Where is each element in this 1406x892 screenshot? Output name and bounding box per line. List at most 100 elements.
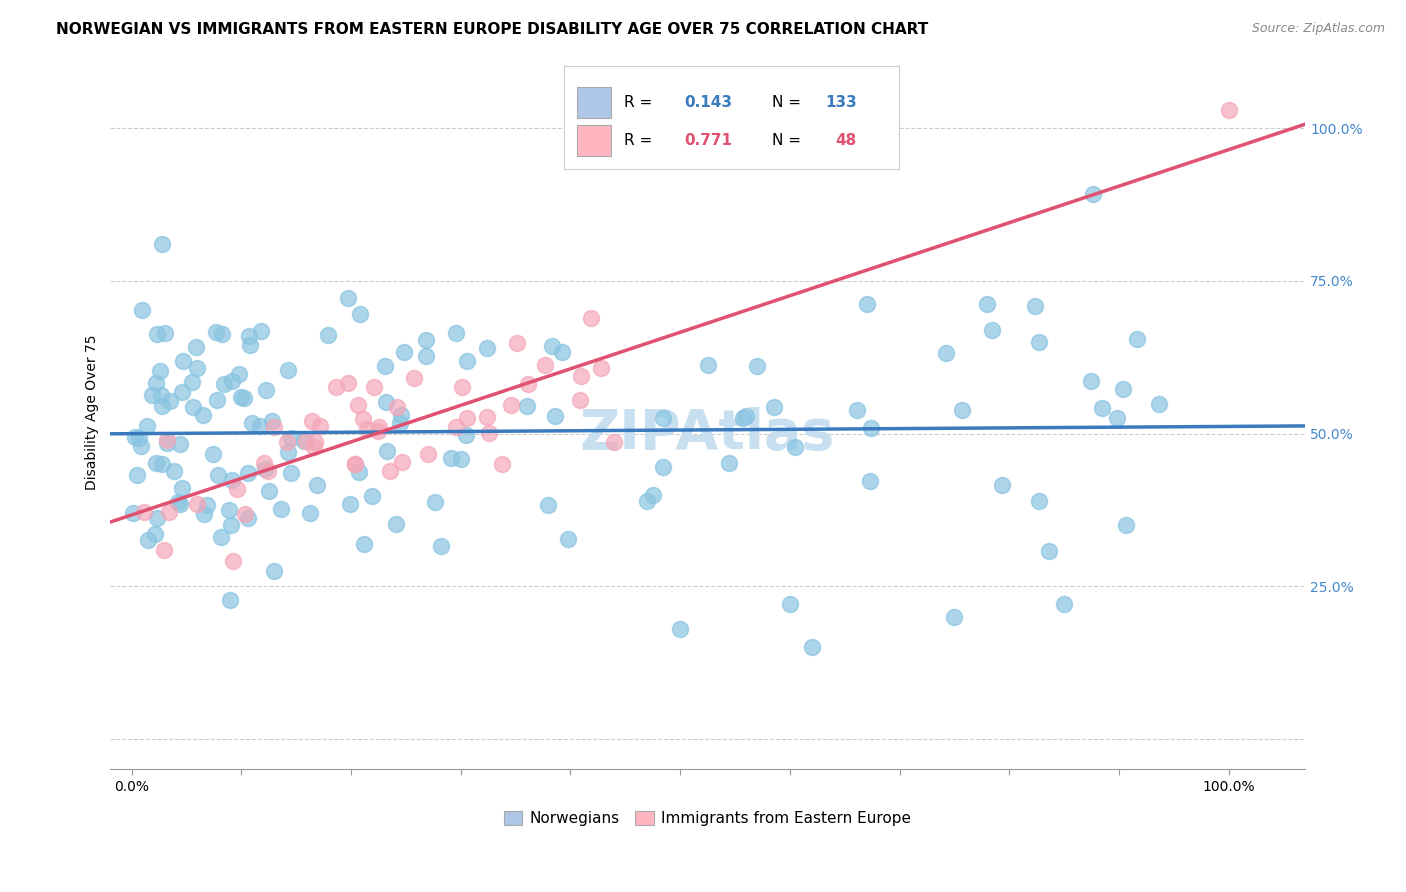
Point — [250, 324, 273, 338]
Point — [304, 434, 326, 449]
Point — [430, 539, 453, 553]
Point — [263, 420, 285, 434]
Point — [652, 410, 675, 425]
Point — [304, 440, 326, 454]
Point — [375, 444, 398, 458]
Point — [308, 419, 330, 434]
Point — [276, 434, 298, 449]
Point — [540, 339, 562, 353]
Point — [446, 326, 468, 340]
Point — [505, 336, 527, 351]
Point — [156, 433, 179, 447]
Point — [415, 349, 437, 363]
Point — [150, 399, 173, 413]
Point — [845, 403, 868, 417]
Point — [581, 310, 603, 325]
Point — [336, 291, 359, 305]
Point — [127, 468, 149, 483]
Point — [363, 380, 385, 394]
Point — [669, 622, 692, 636]
Point — [1028, 335, 1050, 350]
Point — [129, 439, 152, 453]
Point — [943, 609, 966, 624]
Point — [360, 490, 382, 504]
Point — [352, 412, 374, 426]
Point — [270, 501, 292, 516]
Point — [219, 518, 242, 533]
Point — [172, 354, 194, 368]
Point — [537, 498, 560, 512]
Point — [233, 507, 256, 521]
Point — [389, 417, 412, 431]
Point — [636, 493, 658, 508]
Point — [389, 408, 412, 422]
Point — [277, 363, 299, 377]
Point — [451, 380, 474, 394]
Point — [149, 364, 172, 378]
Point — [205, 325, 228, 339]
Point — [800, 640, 823, 655]
Point — [378, 464, 401, 478]
Point — [256, 384, 278, 398]
Point — [128, 432, 150, 446]
Point — [501, 398, 523, 412]
Point — [159, 394, 181, 409]
Point — [218, 503, 240, 517]
Point — [779, 598, 801, 612]
Point — [1038, 544, 1060, 558]
Point — [416, 447, 439, 461]
Point — [391, 455, 413, 469]
Y-axis label: Disability Age Over 75: Disability Age Over 75 — [86, 334, 100, 490]
Point — [222, 554, 245, 568]
Point — [785, 440, 807, 454]
Point — [169, 497, 191, 511]
Point — [337, 376, 360, 391]
Point — [207, 393, 229, 408]
Point — [209, 530, 232, 544]
Legend: Norwegians, Immigrants from Eastern Europe: Norwegians, Immigrants from Eastern Euro… — [503, 811, 911, 826]
Point — [456, 354, 478, 368]
Point — [643, 488, 665, 502]
Point — [233, 392, 256, 406]
Point — [299, 506, 322, 520]
Text: NORWEGIAN VS IMMIGRANTS FROM EASTERN EUROPE DISABILITY AGE OVER 75 CORRELATION C: NORWEGIAN VS IMMIGRANTS FROM EASTERN EUR… — [56, 22, 928, 37]
Point — [1083, 187, 1105, 202]
Point — [976, 297, 998, 311]
Point — [229, 390, 252, 404]
Point — [491, 457, 513, 471]
Point — [170, 481, 193, 495]
Point — [191, 409, 214, 423]
Point — [301, 414, 323, 428]
Point — [150, 457, 173, 471]
Text: Source: ZipAtlas.com: Source: ZipAtlas.com — [1251, 22, 1385, 36]
Point — [1091, 401, 1114, 415]
Point — [131, 303, 153, 318]
Point — [145, 376, 167, 391]
Point — [280, 431, 302, 445]
Point — [295, 434, 318, 449]
Point — [136, 533, 159, 548]
Point — [344, 457, 367, 471]
Point — [374, 359, 396, 374]
Point — [1111, 383, 1133, 397]
Point — [1028, 494, 1050, 508]
Point — [444, 420, 467, 434]
Point — [167, 495, 190, 509]
Point — [368, 419, 391, 434]
Point — [1126, 332, 1149, 346]
Point — [202, 447, 225, 461]
Point — [569, 368, 592, 383]
Point — [212, 376, 235, 391]
Point — [307, 478, 329, 492]
Point — [384, 516, 406, 531]
Point — [240, 417, 263, 431]
Point — [477, 341, 499, 355]
Point — [734, 409, 756, 423]
Point — [349, 307, 371, 321]
Point — [239, 338, 262, 352]
Point — [569, 392, 592, 407]
Point — [347, 398, 370, 412]
Point — [257, 484, 280, 499]
Point — [423, 494, 446, 508]
Point — [186, 497, 208, 511]
